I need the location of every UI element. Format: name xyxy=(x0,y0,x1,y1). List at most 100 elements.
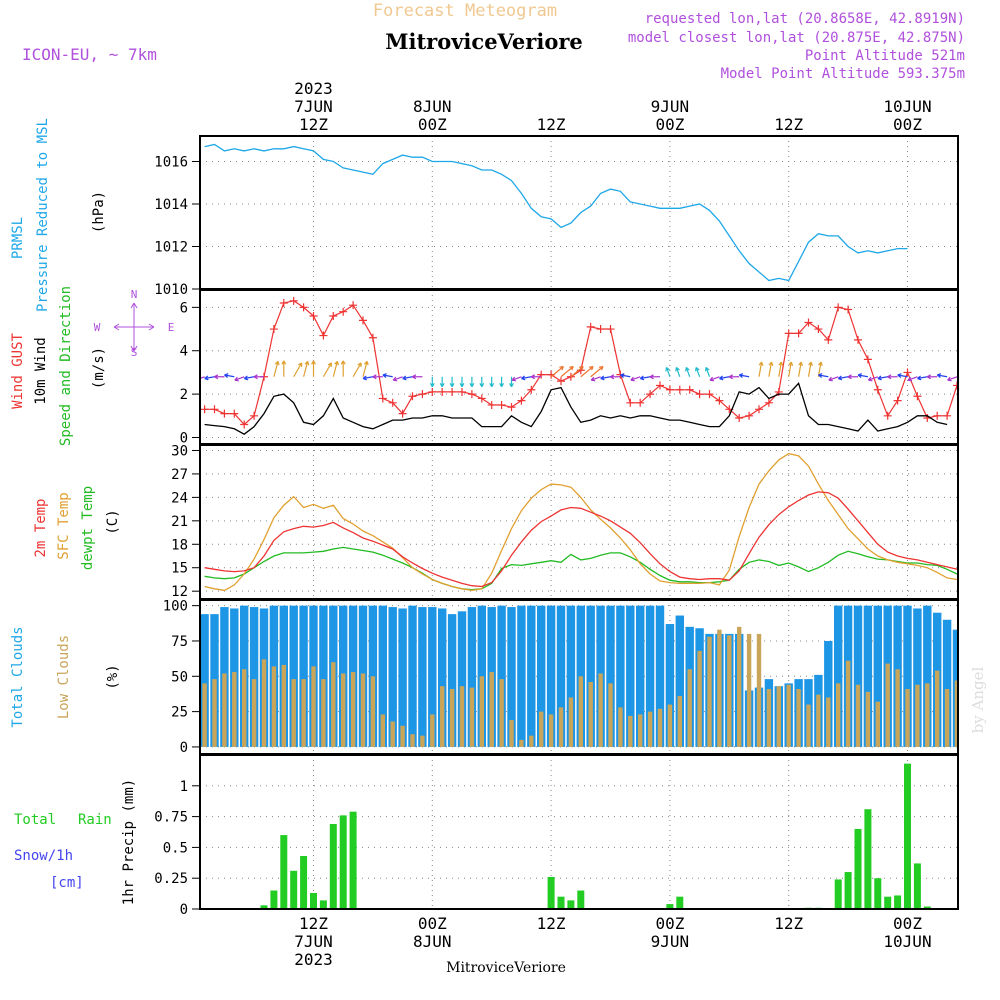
gust-marker xyxy=(596,325,605,334)
y-tick-label: 25 xyxy=(171,705,188,721)
y-tick-label: 1 xyxy=(180,779,188,795)
gust-line xyxy=(204,300,958,426)
low-cloud-bar xyxy=(232,672,237,747)
gust-marker xyxy=(230,409,239,418)
clouds-panel-labels: Total Clouds Low Clouds (%) xyxy=(10,626,121,727)
wind-direction-arrow xyxy=(509,376,514,388)
low-cloud-bar xyxy=(905,689,910,747)
low-cloud-bar xyxy=(558,707,564,747)
low-cloud-bar xyxy=(301,679,306,747)
panels: 1010101210141016024612151821242730025507… xyxy=(154,135,959,918)
top-time-label: 00Z xyxy=(893,115,922,134)
total-cloud-bar xyxy=(942,619,952,747)
low-cloud-bar xyxy=(242,669,247,747)
top-time-label: 12Z xyxy=(299,115,328,134)
y-tick-label: 0 xyxy=(180,430,188,446)
total-cloud-bar xyxy=(566,605,576,747)
y-tick-label: 0.25 xyxy=(154,871,188,887)
top-title: Forecast Meteogram xyxy=(373,1,557,21)
gust-marker xyxy=(695,390,704,399)
footer-location: MitroviceVeriore xyxy=(446,960,566,976)
low-cloud-bar xyxy=(449,689,455,747)
rain-bar xyxy=(874,878,882,909)
gust-marker xyxy=(309,312,318,321)
rain-bar xyxy=(577,890,585,909)
total-cloud-bar xyxy=(467,607,477,747)
gust-marker xyxy=(586,322,595,331)
compass-label: S xyxy=(131,346,138,359)
bottom-time-label: 00Z xyxy=(418,914,447,933)
top-time-label: 00Z xyxy=(418,115,447,134)
gust-marker xyxy=(804,318,813,327)
wind-direction-arrow xyxy=(530,374,542,380)
wind-direction-arrow xyxy=(887,374,898,380)
gust-marker xyxy=(814,325,823,334)
low-cloud-bar xyxy=(796,689,801,747)
wind-direction-arrow xyxy=(311,360,316,377)
low-cloud-bar xyxy=(261,659,267,747)
rain-bar xyxy=(923,906,931,909)
wind-direction-arrow xyxy=(947,376,958,382)
model-label: ICON-EU, ~ 7km xyxy=(22,45,157,64)
wind-direction-arrow xyxy=(719,375,730,381)
total-cloud-bar xyxy=(299,605,308,747)
bottom-time-label: 00Z xyxy=(893,914,922,933)
total-cloud-bar xyxy=(457,611,467,747)
low-cloud-bar xyxy=(440,686,445,747)
wind-direction-arrow xyxy=(907,376,918,382)
bottom-time-label: 7JUN xyxy=(294,932,333,951)
rain-bar xyxy=(904,763,911,909)
low-cloud-bar xyxy=(350,672,356,747)
wind-direction-arrow xyxy=(362,375,374,381)
gust-marker xyxy=(279,299,288,308)
wind-direction-arrow xyxy=(704,366,711,377)
gust-marker xyxy=(665,385,674,394)
gust-marker xyxy=(863,355,872,364)
pressure-unit: (hPa) xyxy=(91,191,107,233)
rain-bar xyxy=(894,895,902,909)
gust-marker xyxy=(943,411,952,420)
gust-marker xyxy=(537,370,546,379)
total-cloud-bar xyxy=(537,605,546,747)
low-cloud-bar xyxy=(251,679,257,747)
rain-bar xyxy=(290,870,298,909)
low-cloud-bar xyxy=(737,626,742,747)
wind-direction-arrow xyxy=(352,362,362,378)
sfc-temp-line xyxy=(204,452,958,592)
low-cloud-bar xyxy=(746,633,752,747)
gust-marker xyxy=(656,381,664,390)
low-cloud-bar xyxy=(271,666,277,747)
low-cloud-bar xyxy=(489,672,494,747)
clouds-panel: 0 25 50 75 100 xyxy=(163,599,959,756)
wind-direction-arrow xyxy=(798,361,804,377)
low-cloud-bar xyxy=(618,707,623,747)
low-cloud-bar xyxy=(895,669,900,747)
low-cloud-bar xyxy=(687,669,692,747)
gust-marker xyxy=(735,413,744,422)
gust-marker xyxy=(240,420,249,429)
low-clouds-label: Low Clouds xyxy=(56,635,72,719)
total-cloud-bar xyxy=(913,608,922,747)
low-cloud-bar xyxy=(647,711,653,747)
low-cloud-bar xyxy=(529,735,534,747)
total-cloud-bar xyxy=(527,605,536,747)
low-cloud-bar xyxy=(638,714,643,747)
total-cloud-bar xyxy=(408,605,417,747)
top-time-label: 12Z xyxy=(774,115,803,134)
total-cloud-bar xyxy=(645,605,655,747)
y-tick-label: 0.5 xyxy=(163,840,188,856)
top-time-label: 9JUN xyxy=(651,97,690,116)
wind-direction-arrow xyxy=(200,376,205,380)
total-cloud-bar xyxy=(606,605,615,747)
gust-marker xyxy=(210,405,219,414)
gust-marker xyxy=(418,390,427,399)
y-tick-label: 1012 xyxy=(154,240,188,256)
wind-dir-label: Speed and Direction xyxy=(58,286,74,446)
gust-marker xyxy=(883,411,892,420)
wind-direction-arrow xyxy=(807,361,813,377)
gust-marker xyxy=(606,325,615,334)
low-cloud-bar xyxy=(766,689,772,747)
total-cloud-bar xyxy=(517,605,526,747)
wind-direction-arrow xyxy=(340,360,346,377)
gust-marker xyxy=(428,387,437,396)
